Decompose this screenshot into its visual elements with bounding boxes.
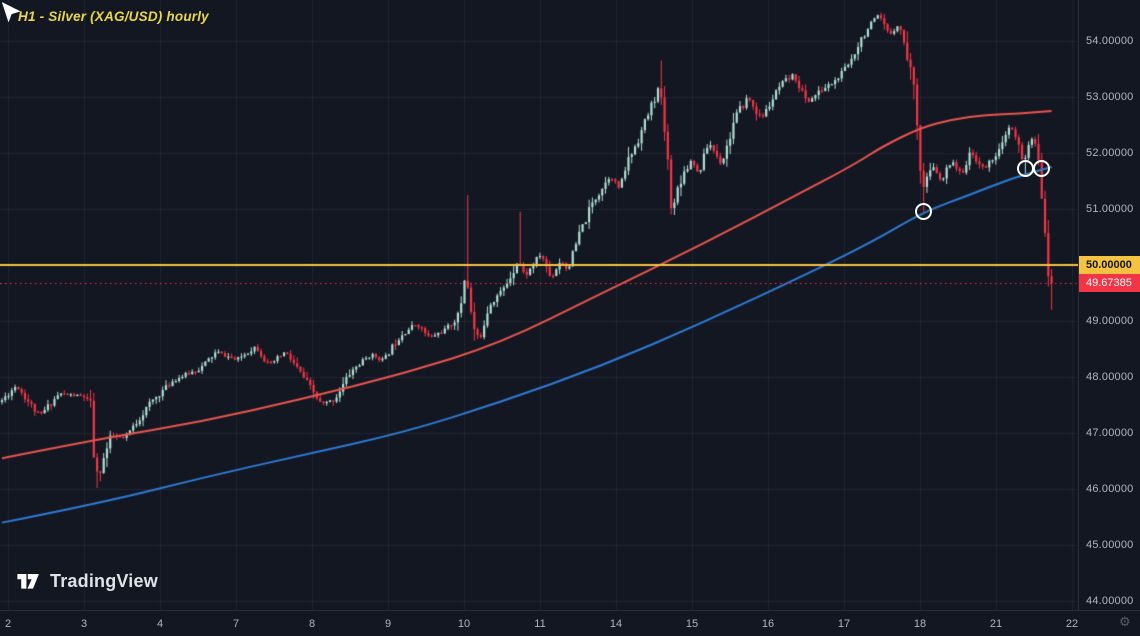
tradingview-watermark[interactable]: TradingView	[16, 570, 158, 592]
tradingview-logo-icon	[17, 574, 39, 589]
time-tick-label: 15	[685, 618, 699, 630]
ma-touch-circle[interactable]	[1016, 160, 1034, 178]
price-chart-pane[interactable]	[0, 0, 1078, 610]
time-tick-label: 10	[457, 618, 471, 630]
time-tick-label: 14	[609, 618, 623, 630]
ma-touch-circle[interactable]	[1033, 160, 1051, 178]
time-tick-label: 3	[80, 618, 88, 630]
time-tick-label: 7	[232, 618, 240, 630]
price-tick-label: 51.00000	[1086, 202, 1134, 215]
chart-title: H1 - Silver (XAG/USD) hourly	[18, 9, 209, 24]
time-tick-label: 21	[989, 618, 1003, 630]
time-axis[interactable]: 2 3 4 7 8 9 10 11 14 15 16 17 18 21 22	[0, 610, 1140, 636]
price-tick-label: 49.00000	[1086, 314, 1134, 327]
time-tick-label: 4	[156, 618, 164, 630]
time-tick-label: 11	[534, 618, 546, 630]
price-tick-label: 54.00000	[1086, 34, 1134, 47]
time-tick-label: 18	[913, 618, 927, 630]
level-price-label: 50.00000	[1079, 255, 1140, 274]
annotations-overlay	[0, 0, 1051, 221]
price-tick-label: 45.00000	[1086, 539, 1134, 552]
price-axis[interactable]: 50.00000 49.67385 54.00000 53.00000 52.000…	[1078, 0, 1140, 610]
time-tick-label: 8	[308, 618, 316, 630]
time-tick-label: 22	[1065, 618, 1079, 630]
price-tick-label: 44.00000	[1086, 595, 1134, 608]
time-tick-label: 17	[837, 618, 851, 630]
price-tick-label: 53.00000	[1086, 90, 1134, 103]
price-tick-label: 47.00000	[1086, 426, 1134, 439]
price-tick-label: 52.00000	[1086, 146, 1134, 159]
last-price-label: 49.67385	[1079, 274, 1140, 293]
arrow-annotation[interactable]	[0, 0, 26, 28]
time-tick-label: 2	[4, 618, 12, 630]
ma-touch-circle[interactable]	[915, 203, 933, 221]
tradingview-watermark-label: TradingView	[50, 570, 158, 591]
price-tick-label: 46.00000	[1086, 483, 1134, 495]
time-tick-label: 16	[761, 618, 775, 630]
price-tick-label: 48.00000	[1086, 370, 1134, 383]
axis-settings-gear-icon[interactable]: ⚙	[1119, 614, 1131, 629]
time-tick-label: 9	[384, 618, 392, 630]
